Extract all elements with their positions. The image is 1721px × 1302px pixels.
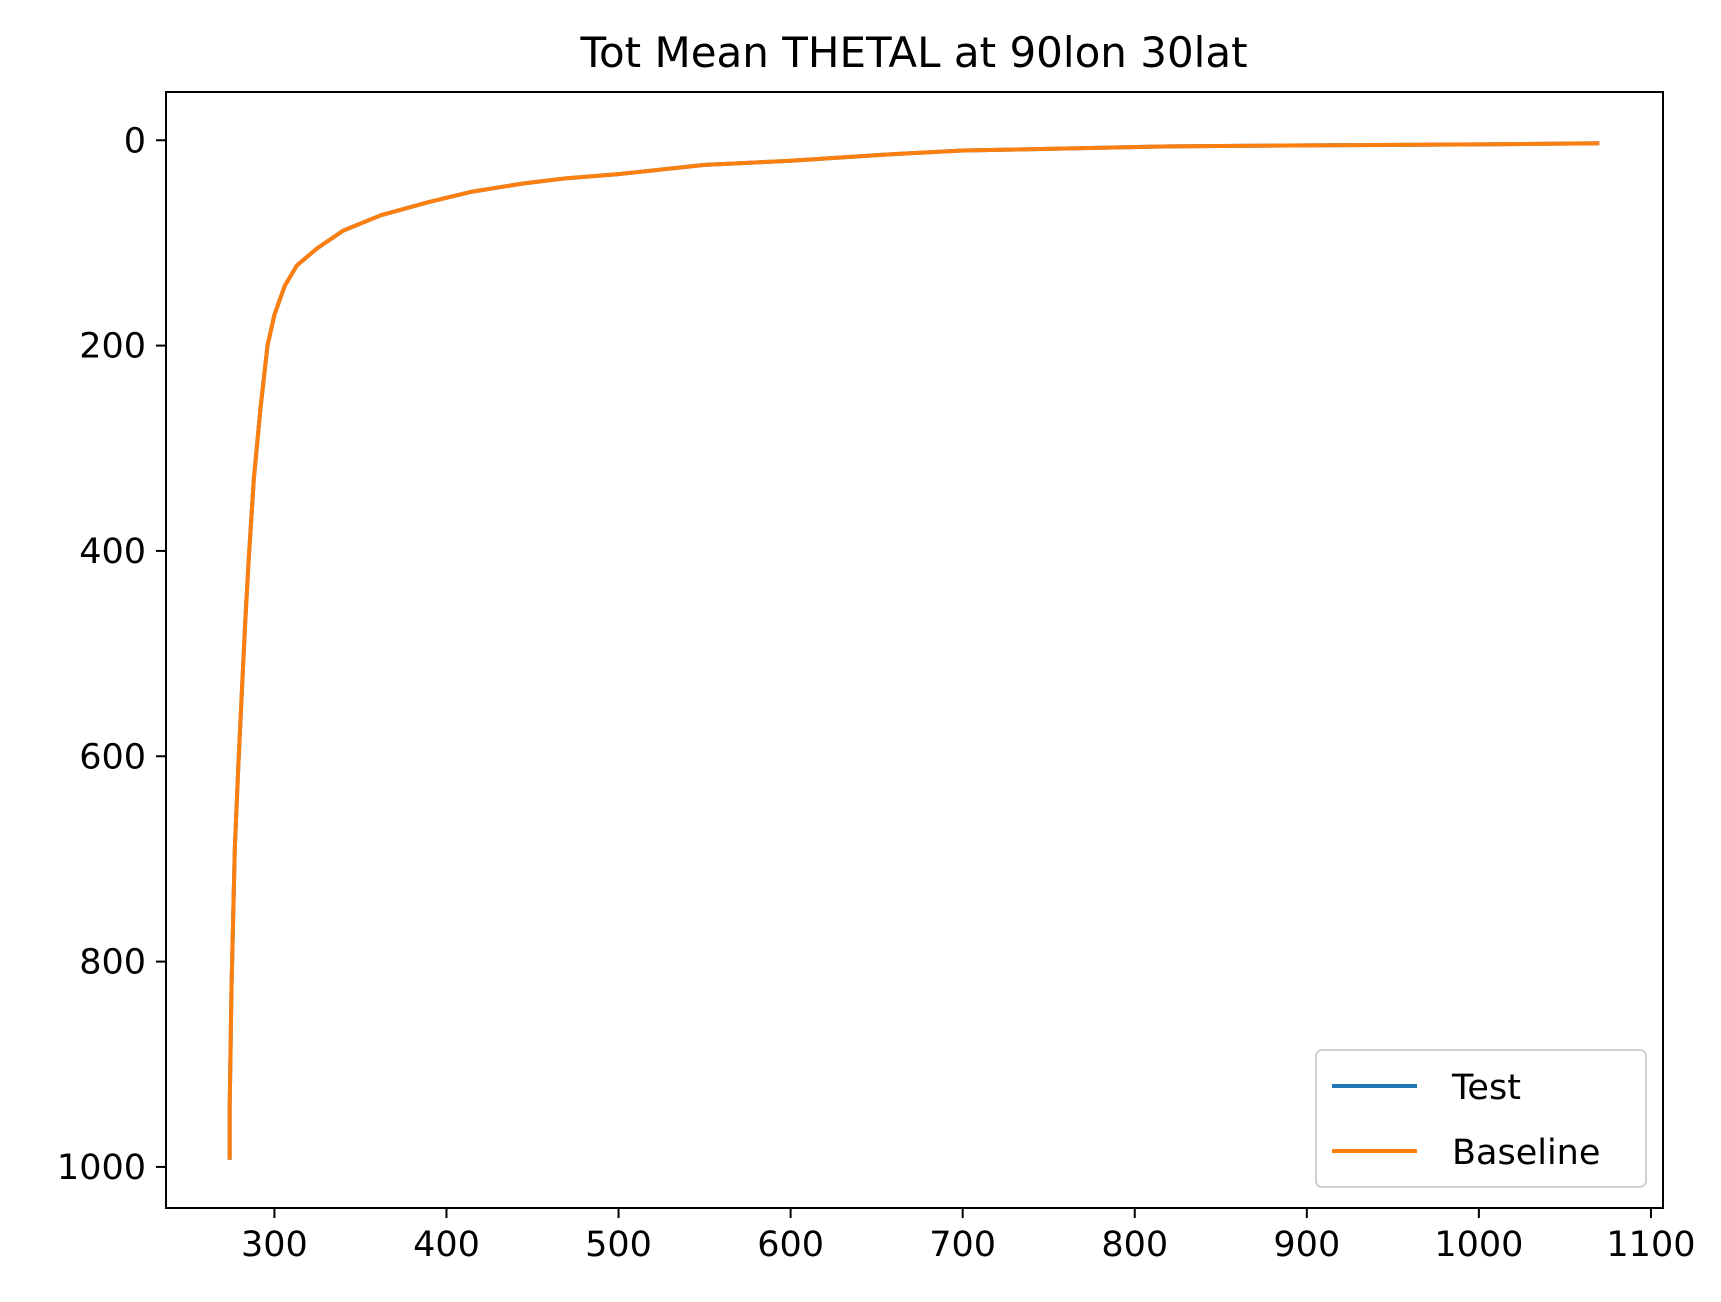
y-tick-label: 600	[79, 737, 146, 777]
series-line-baseline	[227, 141, 1600, 1160]
x-tick-label: 700	[929, 1225, 996, 1265]
x-tick-label: 1100	[1606, 1225, 1695, 1265]
y-tick-label: 0	[124, 121, 146, 161]
x-tick-label: 800	[1101, 1225, 1168, 1265]
x-tick-label: 600	[757, 1225, 824, 1265]
plot-frame	[165, 91, 1664, 1209]
y-axis: 0 200 400 600 800 1000	[57, 121, 166, 1188]
legend-label-test: Test	[1451, 1068, 1521, 1108]
y-tick-label: 1000	[57, 1148, 146, 1188]
x-tick-label: 400	[413, 1225, 480, 1265]
y-tick-label: 800	[79, 943, 146, 983]
series-layer	[227, 141, 1600, 1160]
x-tick-label: 300	[241, 1225, 308, 1265]
x-tick-label: 900	[1273, 1225, 1340, 1265]
chart-title: Tot Mean THETAL at 90lon 30lat	[579, 28, 1247, 77]
x-axis: 300 400 500 600 700 800 900 1000 1100	[241, 1208, 1695, 1265]
x-tick-label: 1000	[1434, 1225, 1523, 1265]
legend: Test Baseline	[1315, 1049, 1647, 1188]
x-tick-label: 500	[585, 1225, 652, 1265]
y-tick-label: 400	[79, 532, 146, 572]
legend-label-baseline: Baseline	[1452, 1133, 1600, 1173]
y-tick-label: 200	[79, 327, 146, 367]
